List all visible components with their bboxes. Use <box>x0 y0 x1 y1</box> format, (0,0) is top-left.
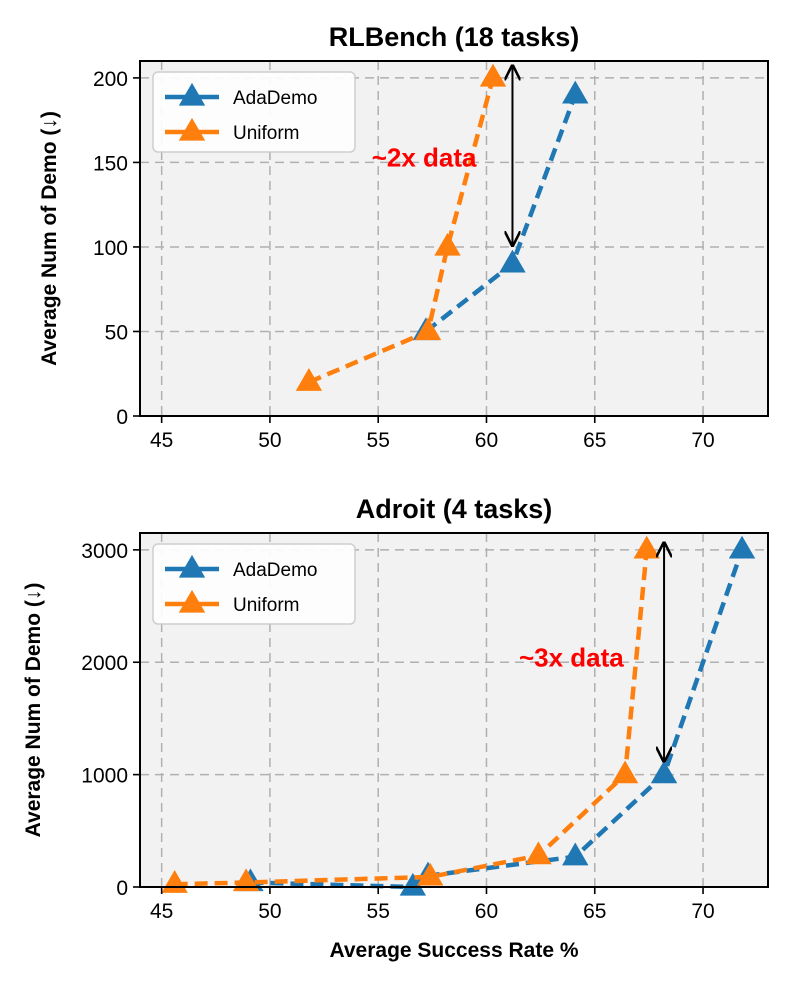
data-point-uniform <box>525 841 552 865</box>
y-tick-label: 2000 <box>81 652 128 675</box>
x-tick-label: 65 <box>583 429 606 452</box>
data-point-adademo <box>728 535 756 559</box>
x-tick-label: 60 <box>475 429 498 452</box>
data-point-uniform <box>434 232 461 256</box>
x-tick-label: 45 <box>150 900 173 923</box>
data-point-uniform <box>295 368 323 391</box>
y-axis-label: Average Num of Demo (↓) <box>22 583 45 838</box>
chart-title: RLBench (18 tasks) <box>329 22 580 52</box>
chart-panel-1: ~2x data 45 50 55 60 65 70 0 50 100 150 200 RLBench … <box>38 22 769 452</box>
data-point-adademo <box>650 760 678 784</box>
chart-panel-2: ~3x data 45 50 55 60 65 70 0 1000 2000 3000 Adroit … <box>22 494 769 962</box>
y-tick-label: 50 <box>105 321 128 344</box>
data-point-adademo <box>562 842 589 866</box>
x-axis-label: Average Success Rate % <box>329 939 578 962</box>
y-axis-label: Average Num of Demo (↓) <box>38 111 61 366</box>
annotation-text: ~3x data <box>519 643 624 673</box>
data-point-uniform <box>232 868 260 892</box>
legend-marker-uniform <box>178 117 206 141</box>
y-tick-label: 0 <box>116 406 128 429</box>
data-point-adademo <box>399 872 427 896</box>
y-tick-label: 0 <box>116 877 128 900</box>
x-tick-label: 55 <box>367 900 390 923</box>
legend-marker-uniform <box>178 589 206 613</box>
chart-title: Adroit (4 tasks) <box>356 494 553 524</box>
x-tick-label: 50 <box>258 900 281 923</box>
legend-label-uniform: Uniform <box>233 595 300 616</box>
data-point-uniform <box>479 63 507 87</box>
legend-marker-adademo <box>178 554 206 578</box>
data-point-adademo <box>499 249 526 273</box>
legend-label-adademo: AdaDemo <box>233 88 318 109</box>
x-tick-label: 60 <box>475 900 498 923</box>
x-tick-label: 50 <box>258 429 281 452</box>
series-line-adademo <box>250 549 745 890</box>
annotation-text: ~2x data <box>372 142 477 172</box>
legend: AdaDemo Uniform <box>152 71 356 153</box>
legend-label-adademo: AdaDemo <box>233 560 318 581</box>
x-tick-label: 55 <box>367 429 390 452</box>
legend: AdaDemo Uniform <box>152 543 356 625</box>
y-tick-label: 200 <box>93 68 128 91</box>
legend-label-uniform: Uniform <box>233 123 300 144</box>
data-point-uniform <box>414 317 442 341</box>
axes-frame <box>139 60 769 417</box>
y-tick-label: 1000 <box>81 765 128 788</box>
x-tick-label: 70 <box>691 429 714 452</box>
axes-frame <box>139 532 769 888</box>
data-point-uniform <box>611 760 639 784</box>
y-tick-label: 3000 <box>81 540 128 563</box>
legend-marker-adademo <box>178 82 206 106</box>
x-tick-label: 70 <box>691 900 714 923</box>
x-tick-label: 65 <box>583 900 606 923</box>
series-line-uniform <box>308 77 496 385</box>
data-point-uniform <box>633 535 660 559</box>
series-line-uniform <box>174 549 649 887</box>
y-tick-label: 150 <box>93 152 128 175</box>
data-point-adademo <box>562 80 589 104</box>
y-tick-label: 100 <box>93 237 128 260</box>
x-tick-label: 45 <box>150 429 173 452</box>
data-point-uniform <box>416 862 444 886</box>
